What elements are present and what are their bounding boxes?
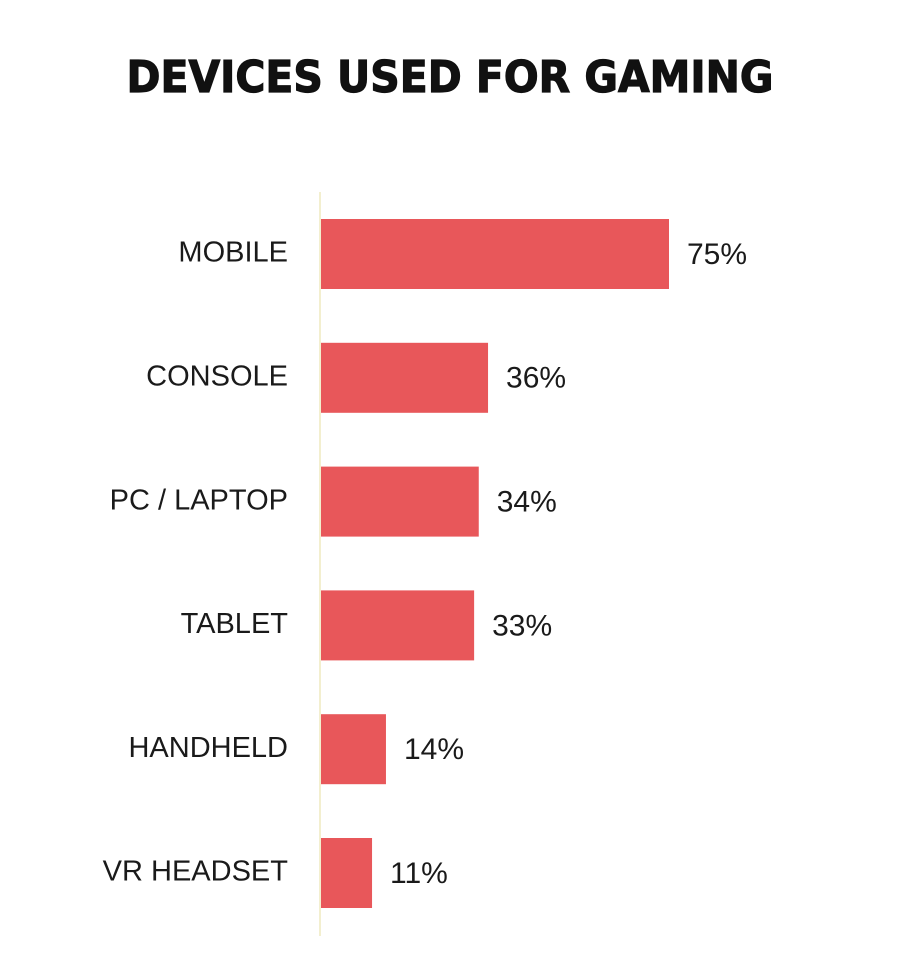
labels-group: MOBILE 75% CONSOLE 36% PC / LAPTOP 34% TABLET 3… [103,237,747,890]
value-label-pc-laptop: 34% [497,486,557,519]
category-label-handheld: HANDHELD [128,732,288,764]
value-label-vr-headset: 11% [390,857,448,890]
category-label-vr-headset: VR HEADSET [103,856,289,888]
value-label-mobile: 75% [687,238,747,271]
bar-mobile [321,219,669,289]
value-label-tablet: 33% [492,609,552,642]
value-label-console: 36% [506,362,566,395]
bar-vr-headset [321,838,373,908]
category-label-pc-laptop: PC / LAPTOP [110,484,288,516]
bar-console [321,342,489,413]
bar-pc-laptop [321,466,479,537]
bar-tablet [321,590,475,661]
bars-group [321,219,669,908]
category-label-console: CONSOLE [146,360,288,392]
chart-title: DEVICES USED FOR GAMING [126,51,774,103]
bar-handheld [321,714,386,785]
category-label-tablet: TABLET [181,608,289,640]
value-label-handheld: 14% [404,733,464,766]
category-label-mobile: MOBILE [178,237,288,269]
